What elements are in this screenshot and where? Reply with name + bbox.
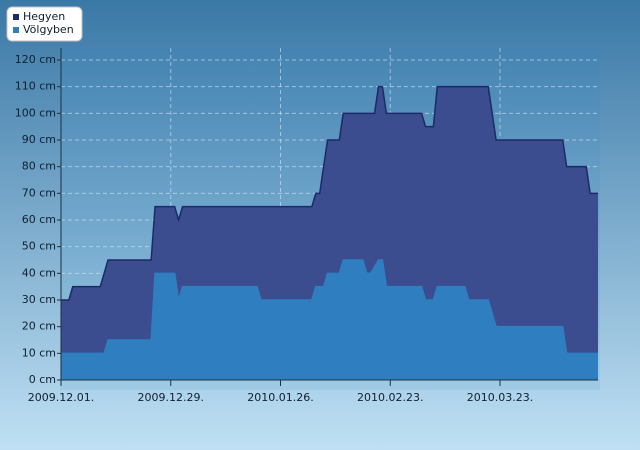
y-tick-label: 80 cm [22, 160, 56, 173]
x-tick-label: 2009.12.01. [28, 391, 94, 404]
y-tick-label: 20 cm [22, 320, 56, 333]
y-tick-label: 30 cm [22, 293, 56, 306]
y-tick-label: 100 cm [15, 106, 56, 119]
legend-label: Hegyen [23, 10, 65, 23]
x-tick-label: 2010.03.23. [467, 391, 533, 404]
legend-label: Völgyben [23, 23, 74, 36]
y-tick-label: 0 cm [29, 373, 56, 386]
x-tick-label: 2010.01.26. [247, 391, 313, 404]
legend-swatch [13, 27, 19, 33]
y-tick-label: 10 cm [22, 346, 56, 359]
y-tick-label: 110 cm [15, 80, 56, 93]
y-tick-label: 40 cm [22, 266, 56, 279]
area-line [61, 259, 598, 355]
x-tick-label: 2010.02.23. [357, 391, 423, 404]
areas [61, 85, 598, 381]
y-tick-label: 50 cm [22, 240, 56, 253]
y-tick-label: 60 cm [22, 213, 56, 226]
y-tick-label: 90 cm [22, 133, 56, 146]
area-line [61, 85, 598, 301]
y-tick-label: 120 cm [15, 53, 56, 66]
axes: 0 cm 10 cm 20 cm 30 cm 40 cm 50 cm 60 cm 70 cm 8… [15, 48, 598, 404]
y-tick-label: 70 cm [22, 186, 56, 199]
area [61, 260, 598, 380]
x-tick-label: 2009.12.29. [138, 391, 204, 404]
legend-box [6, 6, 83, 42]
legend-swatch [13, 14, 19, 20]
